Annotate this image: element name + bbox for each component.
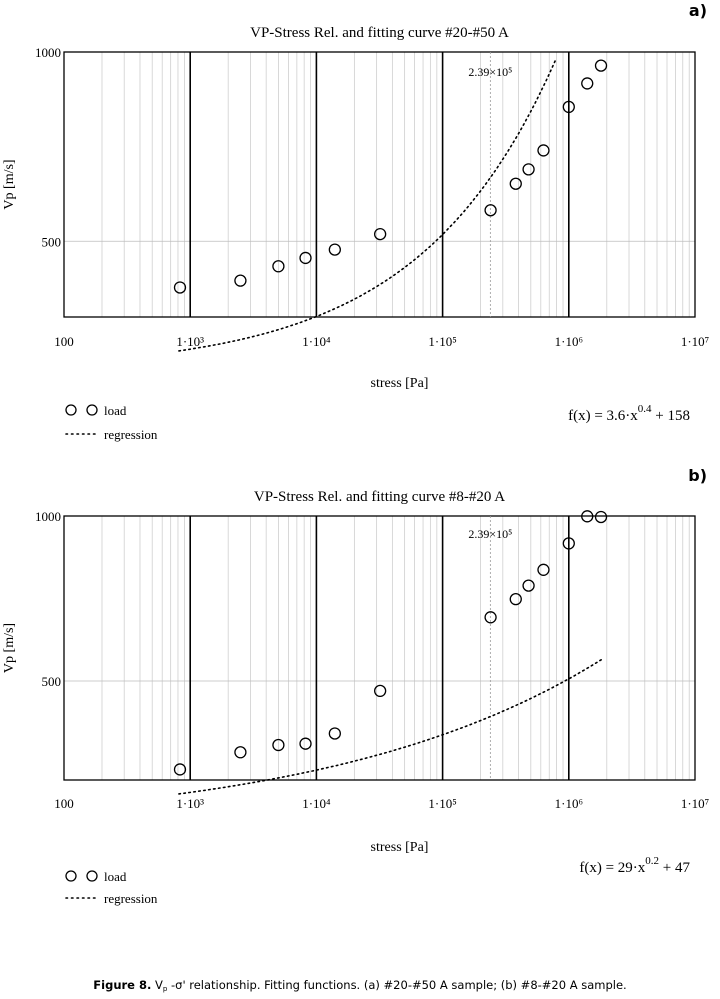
legend: load regression — [65, 403, 158, 442]
legend: load regression — [65, 869, 158, 906]
formula-exponent: 0.2 — [645, 855, 659, 867]
data-point — [522, 163, 535, 176]
chart-panel-a: 2.39×10⁵ VP-Stress Rel. and fitting curve… — [2, 1, 709, 442]
data-points — [173, 59, 608, 294]
plot-frame — [63, 51, 696, 318]
legend-label-regression: regression — [104, 427, 158, 442]
figure-caption: Figure 8. Vp -σ' relationship. Fitting f… — [0, 978, 720, 993]
data-point — [272, 738, 285, 752]
chart-title: VP-Stress Rel. and fitting curve #20-#50… — [250, 25, 509, 41]
x-tick-label: 1·10³ — [176, 796, 204, 811]
legend-label-regression: regression — [104, 891, 158, 906]
grid-lines — [64, 515, 695, 780]
x-axis-label: stress [Pa] — [371, 840, 429, 855]
data-point — [509, 593, 522, 606]
legend-marker-circle — [65, 870, 77, 882]
caption-text: -σ' relationship. Fitting functions. (a)… — [167, 978, 627, 992]
x-tick-label: 100 — [54, 334, 74, 349]
x-tick-label: 1·10⁶ — [555, 796, 583, 811]
data-point — [299, 251, 312, 265]
data-point — [328, 727, 341, 740]
data-point — [594, 510, 608, 524]
formula-constant: + 47 — [659, 860, 690, 876]
formula-constant: + 158 — [652, 408, 690, 424]
y-tick-label: 1000 — [35, 45, 61, 60]
data-point — [484, 204, 497, 217]
panel-label: a) — [689, 1, 707, 20]
formula-base: f(x) = 29·x — [579, 860, 645, 876]
panel-label: b) — [688, 466, 707, 485]
data-point — [173, 281, 187, 294]
x-tick-label: 1·10⁷ — [681, 796, 709, 811]
data-point — [373, 227, 387, 241]
grid-lines — [64, 51, 695, 317]
data-point — [562, 100, 575, 114]
legend-marker-circle — [86, 870, 98, 882]
marker-label: 2.39×10⁵ — [468, 65, 512, 79]
x-tick-label: 1·10⁵ — [428, 334, 456, 349]
caption-sub: p — [162, 985, 168, 993]
legend-label-load: load — [104, 403, 127, 418]
x-tick-label: 1·10⁷ — [681, 334, 709, 349]
formula-exponent: 0.4 — [638, 403, 652, 415]
data-point — [272, 260, 285, 273]
plot-frame — [63, 515, 696, 781]
data-point — [234, 746, 247, 759]
marker-label: 2.39×10⁵ — [468, 527, 512, 541]
data-point — [234, 274, 247, 287]
fit-formula: f(x) = 3.6·x0.4 + 158 — [568, 403, 690, 424]
regression-curve — [178, 658, 603, 795]
data-point — [373, 684, 387, 698]
y-axis-label: Vp [m/s] — [2, 623, 17, 673]
regression-curve — [178, 57, 558, 352]
formula-base: f(x) = 3.6·x — [568, 408, 638, 424]
data-point — [173, 763, 187, 776]
x-tick-label: 1·10³ — [176, 334, 204, 349]
chart-panel-b: 2.39×10⁵ VP-Stress Rel. and fitting curve… — [2, 466, 709, 906]
data-point — [562, 537, 575, 550]
x-tick-label: 1·10⁵ — [428, 796, 456, 811]
x-axis-label: stress [Pa] — [371, 376, 429, 391]
data-point — [581, 77, 594, 90]
data-point — [522, 579, 535, 592]
data-point — [537, 563, 550, 576]
legend-marker-circle — [86, 404, 98, 416]
fit-formula: f(x) = 29·x0.2 + 47 — [579, 855, 690, 876]
data-point — [299, 737, 312, 750]
data-point — [581, 510, 594, 523]
x-tick-label: 1·10⁶ — [555, 334, 583, 349]
data-point — [594, 59, 608, 72]
y-tick-label: 1000 — [35, 509, 61, 524]
data-point — [328, 243, 341, 256]
legend-marker-circle — [65, 404, 77, 416]
caption-v: V — [155, 978, 163, 992]
y-tick-label: 500 — [42, 234, 62, 249]
x-tick-label: 100 — [54, 796, 74, 811]
data-point — [484, 611, 497, 624]
data-point — [537, 144, 550, 157]
x-tick-label: 1·10⁴ — [302, 796, 331, 811]
caption-label: Figure 8. — [93, 978, 152, 992]
legend-label-load: load — [104, 869, 127, 884]
chart-title: VP-Stress Rel. and fitting curve #8-#20 … — [254, 489, 505, 505]
data-point — [509, 177, 522, 190]
y-tick-label: 500 — [42, 674, 62, 689]
data-points — [173, 510, 608, 776]
y-axis-label: Vp [m/s] — [2, 159, 17, 209]
x-tick-label: 1·10⁴ — [302, 334, 331, 349]
